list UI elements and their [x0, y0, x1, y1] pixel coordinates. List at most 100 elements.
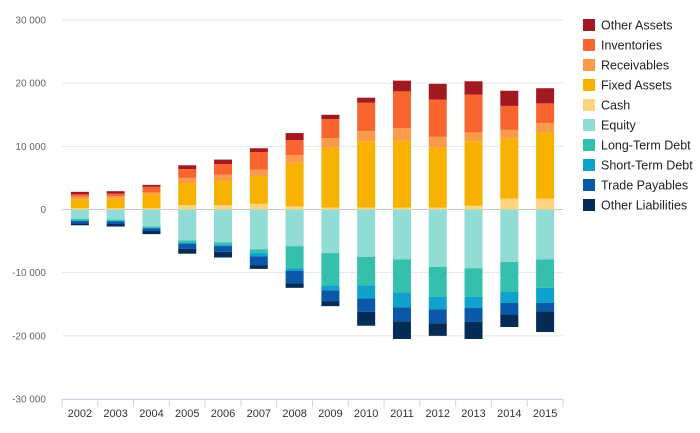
bar-segment [357, 209, 376, 257]
bar-segment [249, 169, 268, 177]
bar-segment [214, 174, 233, 181]
bar-segment [500, 198, 519, 210]
legend-item[interactable]: Other Liabilities [583, 199, 687, 213]
x-axis: 2002 2003 2004 2005 2006 2007 2008 2009 2010 2011… [61, 399, 564, 420]
bar-segment [428, 136, 447, 148]
legend-label: Cash [601, 99, 630, 113]
bar-segment [500, 291, 519, 303]
bar-segment [214, 244, 233, 247]
bar-segment [392, 209, 411, 260]
legend-swatch [583, 199, 595, 211]
bar-segment [70, 220, 89, 221]
bar-segment [321, 119, 340, 139]
legend-swatch [583, 59, 595, 71]
legend-item[interactable]: Short-Term Debt [583, 159, 693, 173]
bar-segment [106, 224, 125, 227]
bar-segment [464, 321, 483, 339]
y-tick-label: 30 000 [15, 16, 46, 27]
bar-segment [285, 270, 304, 284]
x-tick-label: 2009 [318, 408, 342, 420]
bar-segment [392, 307, 411, 322]
bar-segment [428, 309, 447, 324]
x-tick-label: 2004 [139, 408, 163, 420]
x-tick-label: 2010 [354, 408, 378, 420]
bar-segment [392, 207, 411, 210]
bar-segment [500, 261, 519, 292]
bar-segment [249, 256, 268, 266]
bar-segment [178, 177, 197, 183]
bar-segment [285, 206, 304, 210]
legend-item[interactable]: Cash [583, 99, 630, 113]
legend-item[interactable]: Other Assets [583, 19, 673, 33]
bar-segment [428, 83, 447, 100]
x-tick-label: 2002 [68, 408, 92, 420]
bar-segment [500, 209, 519, 262]
x-tick-label: 2006 [211, 408, 235, 420]
bar-segment [464, 205, 483, 210]
bar-segment [357, 285, 376, 299]
bar-segment [249, 203, 268, 210]
bar-segment [214, 180, 233, 206]
bar-segment [285, 155, 304, 163]
bar-segment [392, 292, 411, 308]
bar-segment [357, 141, 376, 208]
bar-segment [249, 253, 268, 257]
bar-segment [142, 227, 161, 229]
y-tick-label: -10 000 [12, 268, 46, 279]
bar-segment [178, 169, 197, 178]
bar-segment [106, 193, 125, 197]
bar-segment [214, 205, 233, 210]
bar-segment [464, 141, 483, 206]
bar-segment [285, 283, 304, 288]
legend-swatch [583, 139, 595, 151]
bar-segment [178, 248, 197, 254]
legend-swatch [583, 99, 595, 111]
legend-swatch [583, 159, 595, 171]
bar-segment [142, 226, 161, 228]
x-tick-label: 2013 [461, 408, 485, 420]
legend-item[interactable]: Inventories [583, 39, 662, 53]
bar-segment [357, 298, 376, 312]
x-tick-label: 2012 [426, 408, 450, 420]
y-tick-label: -20 000 [12, 331, 46, 342]
bar-segment [500, 129, 519, 139]
legend-item[interactable]: Receivables [583, 59, 669, 73]
bar-segment [249, 209, 268, 250]
legend-item[interactable]: Fixed Assets [583, 79, 672, 93]
bar-segment [178, 182, 197, 206]
legend-swatch [583, 79, 595, 91]
x-tick-label: 2005 [175, 408, 199, 420]
bar-segment [428, 209, 447, 267]
y-tick-label: 10 000 [15, 142, 46, 153]
bar-segment [214, 246, 233, 252]
x-tick-label: 2014 [497, 408, 521, 420]
legend-label: Short-Term Debt [601, 159, 693, 173]
bar-segment [536, 198, 555, 210]
y-tick-label: 20 000 [15, 79, 46, 90]
bar-segment [536, 209, 555, 260]
bar-segment [321, 285, 340, 291]
bar-segment [214, 159, 233, 165]
bar-segment [249, 148, 268, 153]
bars [70, 80, 555, 339]
legend-item[interactable]: Long-Term Debt [583, 139, 691, 153]
x-tick-label: 2007 [247, 408, 271, 420]
bar-segment [142, 192, 161, 195]
legend-item[interactable]: Equity [583, 119, 636, 133]
bar-segment [178, 205, 197, 210]
bar-segment [106, 220, 125, 222]
legend: Other Assets Inventories Receivables Fixed … [583, 19, 693, 213]
legend-item[interactable]: Trade Payables [583, 179, 688, 193]
bar-segment [357, 311, 376, 326]
bar-segment [536, 132, 555, 199]
legend-swatch [583, 179, 595, 191]
bar-segment [428, 99, 447, 137]
x-tick-label: 2015 [533, 408, 557, 420]
legend-label: Fixed Assets [601, 79, 672, 93]
bar-segment [428, 296, 447, 310]
bar-segment [392, 91, 411, 129]
bar-segment [392, 128, 411, 141]
bar-segment [249, 265, 268, 269]
bar-segment [464, 308, 483, 322]
